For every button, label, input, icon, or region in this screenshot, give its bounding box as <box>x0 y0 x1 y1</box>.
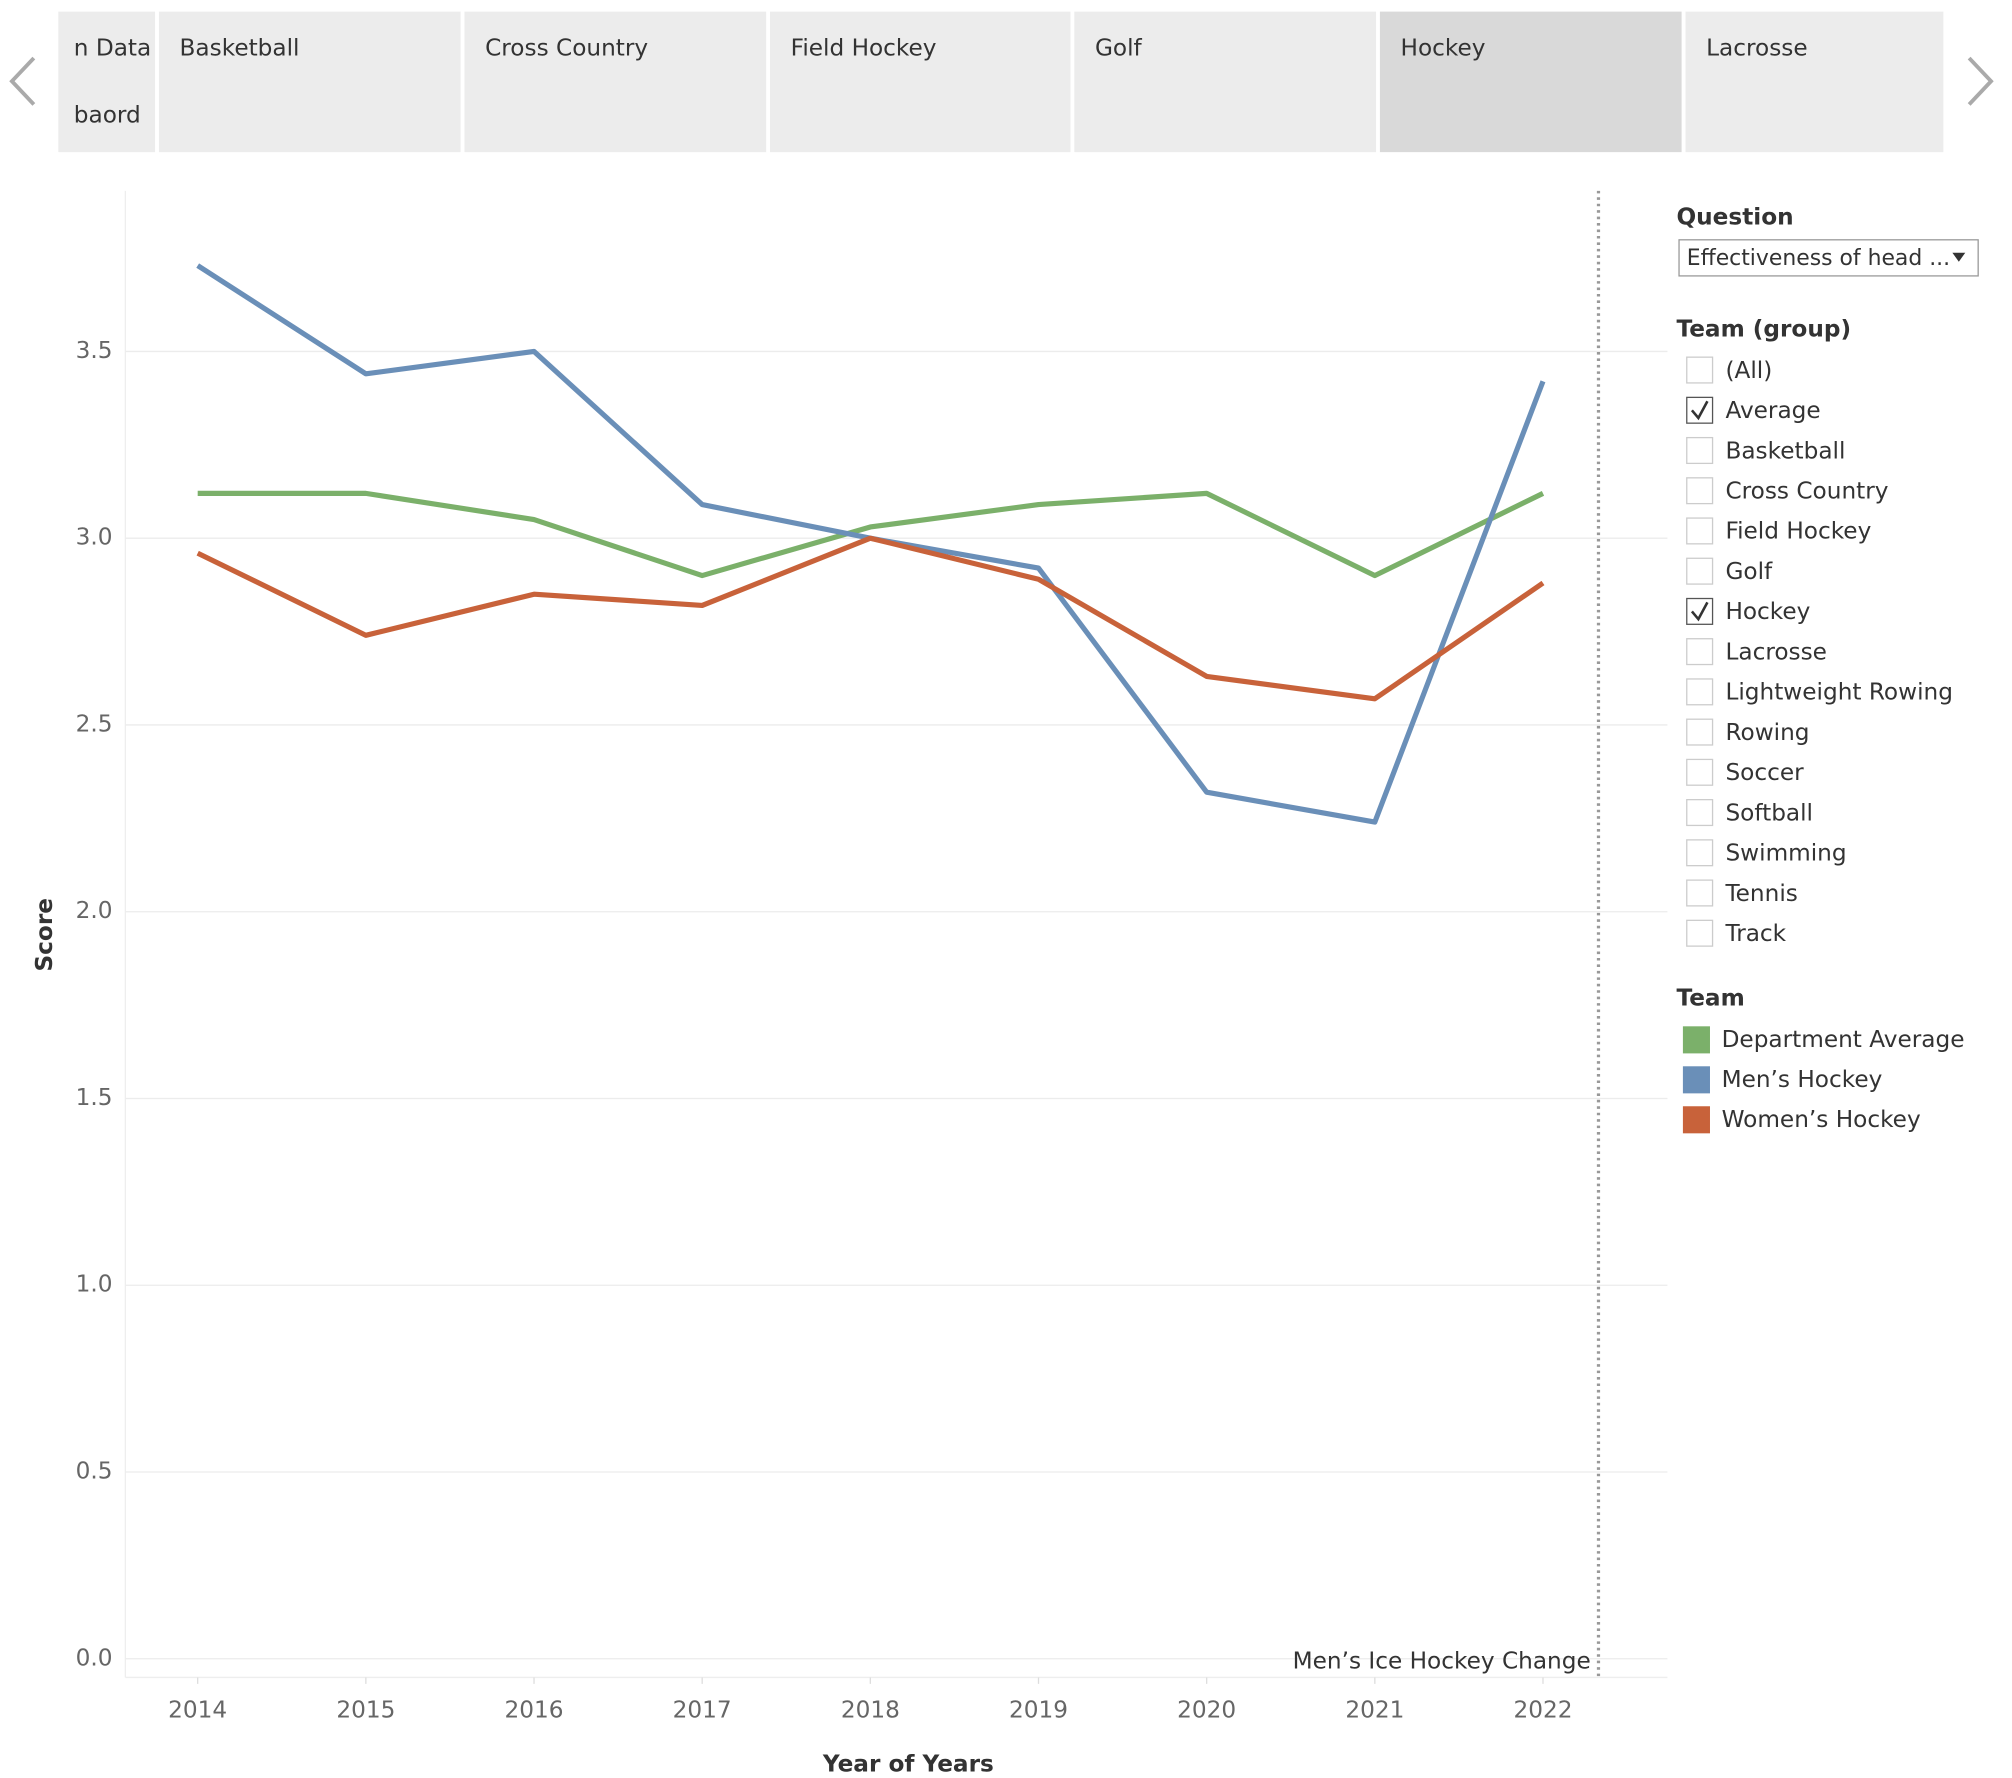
y-axis-title: Score <box>31 898 58 972</box>
option-label[interactable]: Swimming <box>1725 840 1846 867</box>
checkbox[interactable] <box>1686 799 1714 827</box>
checkbox[interactable] <box>1686 839 1714 867</box>
dropdown-arrow <box>1952 252 1966 262</box>
series-line <box>196 535 1545 702</box>
tab-label: Golf <box>1095 34 1143 61</box>
y-tick-label: 0.5 <box>76 1457 113 1484</box>
checkbox[interactable] <box>1686 919 1714 947</box>
checkbox[interactable] <box>1686 718 1714 746</box>
x-tick-label: 2020 <box>1177 1696 1236 1723</box>
tab-label: Field Hockey <box>791 34 937 61</box>
legend-label[interactable]: Women’s Hockey <box>1722 1106 1921 1133</box>
checkbox[interactable] <box>1686 678 1714 706</box>
y-tick-label: 2.5 <box>76 710 113 737</box>
checkbox[interactable] <box>1686 436 1714 465</box>
filter-title: Team (group) <box>1676 316 1851 343</box>
option-label[interactable]: (All) <box>1725 357 1772 384</box>
legend-swatch <box>1682 1106 1710 1134</box>
x-tick-label: 2014 <box>168 1696 227 1723</box>
legend-swatch <box>1682 1026 1710 1054</box>
series-line <box>196 263 1546 825</box>
tab[interactable] <box>1685 11 1944 153</box>
option-label[interactable]: Softball <box>1725 799 1813 826</box>
y-tick-label: 3.0 <box>76 524 113 551</box>
filter-title: Question <box>1676 203 1793 230</box>
series-line <box>197 490 1545 579</box>
checkbox[interactable] <box>1686 396 1714 424</box>
tab[interactable] <box>158 11 461 153</box>
legend-title: Team <box>1676 985 1744 1012</box>
option-label[interactable]: Basketball <box>1725 437 1845 464</box>
option-label[interactable]: Tennis <box>1724 880 1797 907</box>
x-tick-label: 2019 <box>1009 1696 1068 1723</box>
tab[interactable] <box>464 11 767 153</box>
legend-label[interactable]: Men’s Hockey <box>1722 1066 1883 1093</box>
x-tick-label: 2018 <box>841 1696 900 1723</box>
checkbox[interactable] <box>1686 879 1714 907</box>
legend-swatch <box>1682 1066 1710 1094</box>
y-tick-label: 3.5 <box>76 337 113 364</box>
checkbox[interactable] <box>1686 517 1714 545</box>
x-axis-title: Year of Years <box>822 1751 994 1778</box>
tab-label: Hockey <box>1401 34 1486 61</box>
y-tick-label: 0.0 <box>76 1644 113 1671</box>
y-tick-label: 1.0 <box>76 1271 113 1298</box>
reference-label: Men’s Ice Hockey Change <box>1293 1647 1591 1674</box>
y-tick-label: 1.5 <box>76 1084 113 1111</box>
check-mark <box>1690 400 1709 421</box>
option-label[interactable]: Field Hockey <box>1725 518 1871 545</box>
checkbox[interactable] <box>1686 758 1714 786</box>
option-label[interactable]: Average <box>1725 397 1820 424</box>
dropdown[interactable] <box>1678 239 1979 277</box>
option-label[interactable]: Lacrosse <box>1725 638 1827 665</box>
x-tick-label: 2022 <box>1513 1696 1572 1723</box>
checkbox[interactable] <box>1686 477 1714 505</box>
tab[interactable] <box>1379 11 1682 153</box>
option-label[interactable]: Soccer <box>1725 759 1804 786</box>
option-label[interactable]: Cross Country <box>1725 478 1888 505</box>
tab-label: baord <box>74 102 141 129</box>
checkbox[interactable] <box>1686 597 1714 625</box>
tab-label: Lacrosse <box>1706 34 1808 61</box>
y-tick-label: 2.0 <box>76 897 113 924</box>
option-label[interactable]: Lightweight Rowing <box>1725 679 1953 706</box>
x-tick-label: 2017 <box>673 1696 732 1723</box>
option-label[interactable]: Rowing <box>1725 719 1809 746</box>
tab[interactable] <box>1074 11 1377 153</box>
checkbox[interactable] <box>1686 557 1714 585</box>
option-label[interactable]: Golf <box>1725 558 1773 585</box>
checkbox[interactable] <box>1686 356 1714 384</box>
tab[interactable] <box>58 11 156 153</box>
check-mark <box>1690 601 1709 622</box>
dropdown-value: Effectiveness of head ... <box>1687 246 1950 271</box>
x-tick-label: 2021 <box>1345 1696 1404 1723</box>
tab-next[interactable] <box>1967 56 1994 106</box>
x-tick-label: 2015 <box>336 1696 395 1723</box>
tab[interactable] <box>770 11 1071 153</box>
option-label[interactable]: Hockey <box>1725 598 1810 625</box>
tab-label: Cross Country <box>485 34 648 61</box>
tab-label: n Data <box>74 34 151 61</box>
tab-prev[interactable] <box>9 56 36 106</box>
tab-label: Basketball <box>180 34 300 61</box>
checkbox[interactable] <box>1686 638 1714 666</box>
x-tick-label: 2016 <box>505 1696 564 1723</box>
legend-label[interactable]: Department Average <box>1722 1026 1965 1053</box>
option-label[interactable]: Track <box>1724 920 1786 947</box>
